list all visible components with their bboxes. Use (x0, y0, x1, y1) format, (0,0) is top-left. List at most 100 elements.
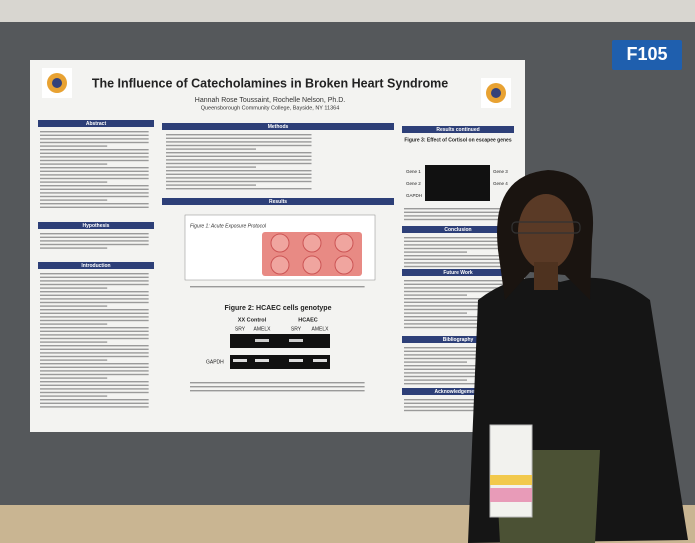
section-title: Future Work (443, 270, 473, 276)
well (302, 255, 322, 275)
section-header (402, 226, 514, 233)
text-line (40, 134, 149, 136)
text-line (404, 247, 506, 250)
text-line (40, 323, 108, 325)
section-title: Acknowledgements (435, 389, 482, 395)
text-line (40, 309, 149, 311)
text-line (404, 290, 506, 293)
text-line (166, 173, 312, 175)
section-header (162, 123, 394, 130)
well (334, 233, 354, 253)
text-line (166, 170, 312, 172)
text-line (40, 177, 149, 180)
text-line (40, 192, 149, 194)
text-line (166, 144, 312, 147)
text-line (404, 368, 506, 370)
text-line (40, 366, 149, 368)
text-line (40, 377, 108, 379)
well (270, 255, 290, 275)
text-line (40, 287, 108, 289)
person-neck (534, 262, 558, 290)
text-line (40, 388, 149, 390)
text-line (404, 255, 506, 257)
gel-band (313, 359, 327, 362)
text-line (166, 148, 256, 150)
text-line (166, 184, 256, 186)
text-line (404, 237, 506, 239)
gel-column: AMELX (254, 326, 272, 332)
poster-title: The Influence of Catecholamines in Broke… (92, 76, 448, 90)
text-line (40, 312, 149, 314)
text-line (404, 265, 506, 268)
text-line (40, 402, 149, 404)
text-line (404, 218, 501, 221)
text-line (404, 383, 506, 385)
gel (425, 165, 490, 201)
gel-column: AMELX (312, 326, 330, 332)
text-line (40, 399, 149, 401)
section-header (402, 388, 514, 395)
text-line (404, 301, 506, 303)
text-line (40, 152, 149, 154)
gene-label: Gene 3 (493, 169, 508, 174)
text-line (404, 215, 501, 217)
gel-group: HCAEC (298, 317, 318, 323)
poster: The Influence of Catecholamines in Broke… (30, 60, 525, 432)
badge-ribbon (490, 475, 532, 485)
well (334, 255, 354, 275)
text-line (40, 181, 108, 183)
text-line (40, 291, 149, 293)
text-line (166, 141, 312, 143)
logo-mark (491, 88, 501, 98)
text-line (404, 319, 506, 321)
text-line (40, 233, 149, 235)
text-line (166, 155, 312, 157)
figure-title: Figure 1: Acute Exposure Protocol (190, 223, 267, 229)
text-line (40, 348, 149, 350)
section-header (402, 336, 514, 343)
gel (230, 334, 330, 348)
text-line (40, 283, 149, 286)
section-title: Abstract (86, 121, 107, 127)
text-line (404, 244, 506, 246)
badge (489, 424, 533, 518)
person-face (518, 194, 574, 270)
gel-column: SRY (291, 326, 302, 332)
gene-label: Gene 2 (406, 181, 421, 186)
text-line (40, 373, 149, 376)
text-line (40, 170, 149, 172)
text-line (40, 280, 149, 282)
section-title: Bibliography (443, 337, 474, 343)
text-line (40, 352, 149, 354)
gel-group: XX Control (238, 317, 267, 323)
text-line (404, 354, 506, 356)
text-line (404, 379, 467, 381)
text-line (40, 174, 149, 176)
text-line (404, 298, 506, 300)
section-header (38, 262, 154, 269)
text-line (404, 399, 482, 401)
text-line (404, 347, 506, 349)
text-line (404, 350, 506, 352)
text-line (404, 375, 506, 378)
well (270, 233, 290, 253)
text-line (40, 298, 149, 300)
text-line (40, 185, 149, 187)
text-line (40, 236, 149, 238)
text-line (40, 334, 149, 336)
text-line (40, 273, 149, 275)
text-line (40, 301, 149, 304)
text-line (404, 294, 467, 296)
section-title: Introduction (81, 263, 110, 269)
text-line (40, 163, 108, 165)
section-title: Hypothesis (83, 223, 110, 229)
text-line (404, 208, 501, 210)
text-line (40, 384, 149, 386)
text-line (166, 162, 312, 165)
badge-ribbon (490, 488, 532, 502)
text-line (166, 188, 312, 190)
text-line (40, 359, 108, 361)
text-line (404, 287, 506, 289)
section-title: Results continued (436, 127, 479, 133)
